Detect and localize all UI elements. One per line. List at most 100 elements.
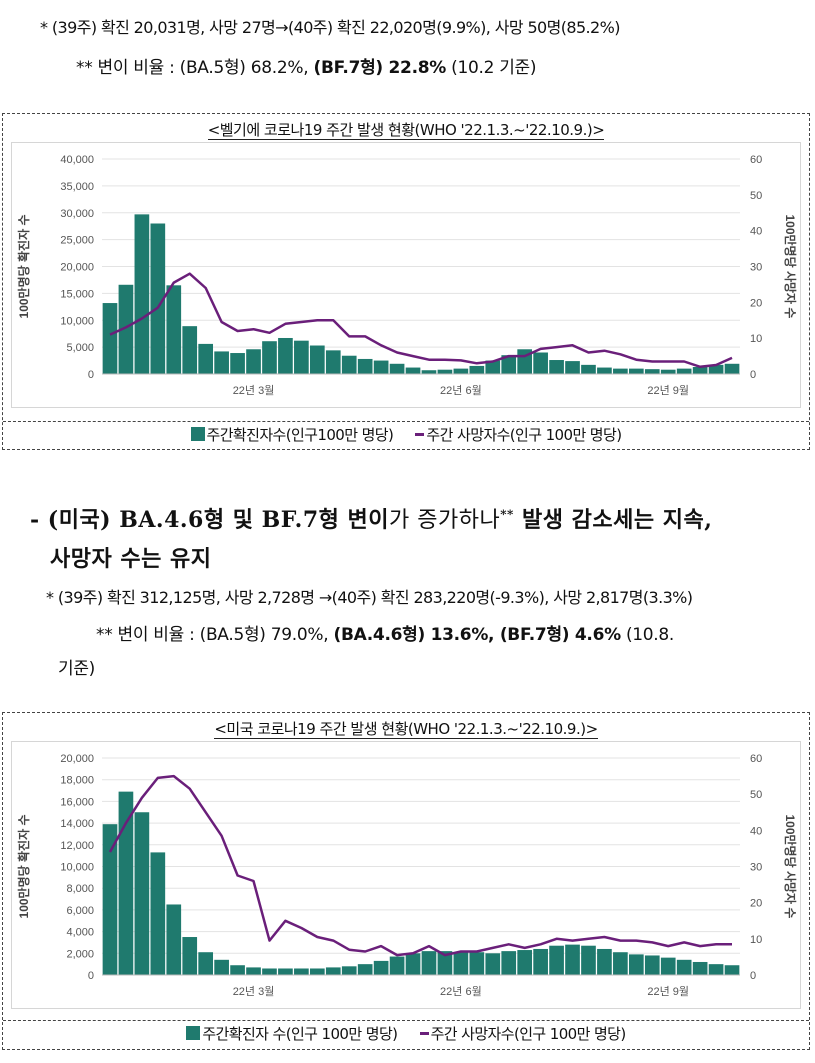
- belgium-bar: [134, 214, 150, 374]
- belgium-bar: [724, 363, 740, 374]
- footnote-double-star: **: [96, 625, 113, 645]
- us-stats: (39주) 확진 312,125명, 사망 2,728명 →(40주) 확진 2…: [57, 588, 693, 607]
- us-bar: [533, 948, 548, 975]
- belgium-y-tick: 20,000: [60, 262, 94, 274]
- belgium-stats: (39주) 확진 20,031명, 사망 27명→(40주) 확진 22,020…: [51, 18, 621, 37]
- belgium-bar: [549, 360, 564, 374]
- us-bar: [724, 965, 740, 975]
- belgium-bar: [421, 370, 437, 374]
- belgium-bar: [150, 223, 166, 374]
- belgium-bar: [341, 355, 357, 374]
- belgium-y2-tick: 10: [750, 333, 762, 345]
- us-chart-frame: <미국 코로나19 주간 발생 현황(WHO '22.1.3.~'22.10.9…: [2, 712, 810, 1050]
- belgium-bar: [182, 326, 198, 374]
- belgium-bar: [405, 367, 421, 374]
- belgium-bar: [102, 303, 118, 374]
- us-bar: [644, 955, 660, 975]
- belgium-variant-prefix: 변이 비율 : (BA.5형) 68.2%,: [97, 58, 309, 78]
- belgium-bar: [469, 365, 485, 374]
- legend-bar-label: 주간확진자수(인구100만 명당): [206, 426, 394, 444]
- belgium-chart-area: 0 5,000 10,000 15,000 20,000 25,000 30,000 35,0…: [11, 142, 801, 408]
- us-x-tick: 22년 3월: [233, 985, 275, 998]
- us-bar: [278, 968, 293, 975]
- us-x-tick: 22년 9월: [647, 985, 689, 998]
- us-chart-legend: 주간확진자 수(인구 100만 명당) 주간 사망자수(인구 100만 명당): [3, 1023, 809, 1044]
- us-headline-part2: 가 증가하나: [389, 508, 501, 533]
- legend-line-swatch: [415, 433, 425, 436]
- belgium-variant-suffix: (10.2 기준): [451, 58, 537, 78]
- us-bar: [294, 968, 309, 975]
- belgium-bar: [533, 352, 548, 374]
- us-y-tick: 12,000: [60, 840, 94, 852]
- belgium-y-tick: 0: [88, 369, 94, 381]
- belgium-bar: [597, 367, 612, 374]
- us-bar: [341, 966, 357, 975]
- us-bar: [469, 952, 485, 975]
- us-bar: [214, 959, 229, 975]
- belgium-bar: [485, 360, 501, 374]
- belgium-bar: [613, 368, 628, 374]
- footnote-double-star: **: [76, 58, 93, 78]
- belgium-bar: [501, 355, 517, 374]
- legend-line-swatch: [419, 1032, 429, 1035]
- belgium-bar: [676, 368, 692, 374]
- us-bar: [660, 957, 676, 975]
- belgium-chart-svg: 0 5,000 10,000 15,000 20,000 25,000 30,000 35,0…: [16, 154, 798, 397]
- belgium-bar: [692, 367, 708, 374]
- us-bar: [501, 951, 517, 975]
- us-bar: [613, 952, 628, 975]
- footnote-star: *: [40, 18, 48, 37]
- us-y-tick: 16,000: [60, 796, 94, 808]
- belgium-bar: [198, 343, 214, 374]
- belgium-bar: [357, 358, 373, 374]
- us-headline-part1: BA.4.6형 및 BF.7형 변이: [119, 507, 390, 533]
- belgium-bar: [214, 351, 229, 374]
- belgium-y-tick: 40,000: [60, 154, 94, 166]
- belgium-bar: [581, 364, 596, 374]
- us-bar: [357, 964, 373, 975]
- us-y-tick: 0: [88, 970, 94, 982]
- footnote-star: *: [46, 588, 54, 607]
- us-bar: [102, 824, 118, 975]
- belgium-y2-tick: 0: [750, 369, 756, 381]
- us-x-tick: 22년 6월: [440, 985, 482, 998]
- belgium-bar: [628, 368, 644, 374]
- us-y2-tick: 30: [750, 862, 762, 874]
- belgium-bar: [373, 360, 389, 374]
- belgium-bar: [325, 350, 341, 374]
- belgium-bar: [118, 284, 134, 374]
- us-y2-tick: 0: [750, 970, 756, 982]
- us-y-tick: 20,000: [60, 753, 94, 765]
- belgium-variant-highlight: (BF.7형) 22.8%: [313, 58, 447, 78]
- us-bar: [182, 937, 198, 975]
- belgium-y2-axis-title: 100만명당 사망자 수: [783, 215, 798, 319]
- belgium-x-tick: 22년 9월: [647, 384, 689, 397]
- us-bar: [198, 952, 214, 975]
- belgium-bar: [309, 345, 325, 374]
- belgium-bar: [660, 369, 676, 374]
- us-bar: [581, 945, 596, 975]
- us-bar: [485, 953, 501, 975]
- us-variant-suffix: (10.8.: [625, 625, 675, 645]
- belgium-bar: [278, 337, 293, 374]
- us-bar: [676, 959, 692, 975]
- us-headline-line2: 사망자 수는 유지: [50, 546, 212, 572]
- us-y2-tick: 40: [750, 825, 762, 837]
- us-bar: [453, 952, 469, 975]
- us-variant-line2: 기준): [58, 659, 96, 679]
- belgium-chart-frame: <벨기에 코로나19 주간 발생 현황(WHO '22.1.3.~'22.10.…: [2, 113, 810, 450]
- us-y2-tick: 10: [750, 934, 762, 946]
- us-bar: [309, 968, 325, 975]
- us-bar: [405, 953, 421, 975]
- belgium-bar: [294, 340, 309, 374]
- us-headline-marker: **: [500, 507, 514, 522]
- us-y-tick: 2,000: [66, 948, 94, 960]
- us-variant-highlight: (BA.4.6형) 13.6%, (BF.7형) 4.6%: [333, 625, 621, 645]
- us-y-tick: 18,000: [60, 775, 94, 787]
- belgium-chart-legend: 주간확진자수(인구100만 명당) 주간 사망자수(인구 100만 명당): [3, 424, 809, 445]
- belgium-y-tick: 5,000: [66, 342, 94, 354]
- us-bar: [565, 944, 580, 975]
- belgium-y2-tick: 30: [750, 262, 762, 274]
- belgium-y-tick: 10,000: [60, 315, 94, 327]
- belgium-bar: [246, 349, 261, 374]
